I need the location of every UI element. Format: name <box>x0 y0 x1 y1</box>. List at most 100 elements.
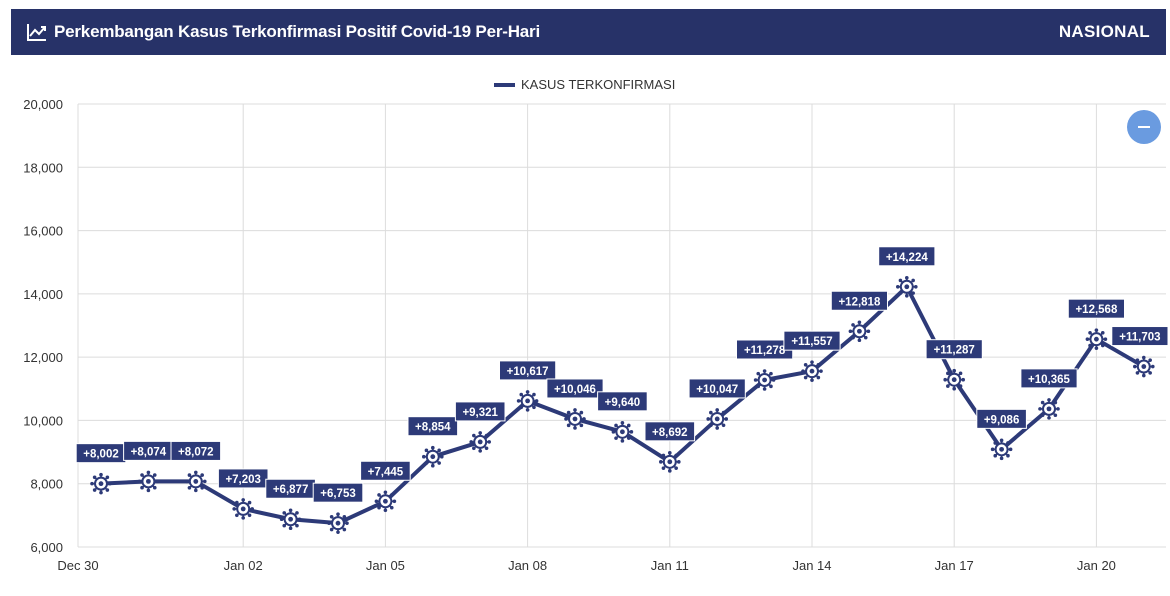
data-label: +12,568 <box>1067 298 1126 319</box>
y-tick-label: 10,000 <box>23 413 63 428</box>
x-tick-label: Jan 02 <box>224 558 263 573</box>
data-label: +11,278 <box>736 339 794 360</box>
virus-icon[interactable] <box>990 438 1013 461</box>
virus-icon[interactable] <box>422 445 444 468</box>
svg-text:+11,557: +11,557 <box>791 336 832 348</box>
svg-text:+9,321: +9,321 <box>462 407 498 419</box>
svg-text:+14,224: +14,224 <box>886 252 928 264</box>
y-axis: 6,000 8,000 10,000 12,000 14,000 16,000 18,000… <box>23 97 63 555</box>
data-label: +14,224 <box>878 246 936 267</box>
virus-icon[interactable] <box>611 421 634 443</box>
legend-label[interactable]: KASUS TERKONFIRMASI <box>521 77 675 92</box>
minus-icon <box>1138 126 1150 128</box>
svg-text:+8,854: +8,854 <box>415 422 451 434</box>
svg-text:+9,086: +9,086 <box>984 414 1020 426</box>
virus-icon[interactable] <box>137 470 160 493</box>
svg-text:+8,074: +8,074 <box>131 446 167 458</box>
y-tick-label: 12,000 <box>23 350 63 365</box>
svg-text:+6,877: +6,877 <box>273 484 309 496</box>
virus-icon[interactable] <box>232 498 254 520</box>
y-tick-label: 18,000 <box>23 160 63 175</box>
data-label: +6,753 <box>312 482 364 503</box>
svg-text:+8,002: +8,002 <box>83 449 119 461</box>
data-label: +8,692 <box>644 421 696 442</box>
zoom-out-button[interactable] <box>1127 110 1161 144</box>
data-label: +7,203 <box>217 468 269 489</box>
svg-text:+11,287: +11,287 <box>934 345 975 357</box>
chart-title: Perkembangan Kasus Terkonfirmasi Positif… <box>54 22 540 41</box>
x-axis: Dec 30 Jan 02 Jan 05 Jan 08 Jan 11 Jan 14 Jan … <box>57 558 1116 573</box>
chart-header: Perkembangan Kasus Terkonfirmasi Positif… <box>11 9 1166 55</box>
virus-icon[interactable] <box>564 408 586 430</box>
virus-icon[interactable] <box>374 490 397 513</box>
svg-text:+8,072: +8,072 <box>178 446 214 458</box>
virus-icon[interactable] <box>706 408 728 430</box>
data-label: +8,854 <box>407 416 459 437</box>
virus-icon[interactable] <box>896 275 918 298</box>
data-label: +11,287 <box>925 339 983 360</box>
data-label: +9,086 <box>976 408 1027 429</box>
x-tick-label: Dec 30 <box>57 558 98 573</box>
y-tick-label: 14,000 <box>23 287 63 302</box>
chart-area: 6,000 8,000 10,000 12,000 14,000 16,000 18,000… <box>0 60 1170 591</box>
virus-icon[interactable] <box>327 512 349 534</box>
y-tick-label: 8,000 <box>30 477 63 492</box>
region-label: NASIONAL <box>1058 22 1150 41</box>
legend[interactable]: KASUS TERKONFIRMASI <box>494 77 675 92</box>
virus-icon[interactable] <box>848 320 871 343</box>
svg-text:+9,640: +9,640 <box>605 397 641 409</box>
svg-text:+8,692: +8,692 <box>652 427 688 439</box>
svg-text:+10,617: +10,617 <box>507 366 549 378</box>
data-label: +10,046 <box>546 378 604 399</box>
svg-text:+11,703: +11,703 <box>1119 332 1160 344</box>
virus-icon[interactable] <box>659 451 681 473</box>
virus-icon[interactable] <box>185 470 207 493</box>
series-kasus-terkonfirmasi[interactable] <box>90 275 1155 534</box>
virus-icon[interactable] <box>469 431 491 453</box>
data-label: +11,557 <box>783 330 841 351</box>
data-label: +7,445 <box>360 460 411 481</box>
x-tick-label: Jan 05 <box>366 558 405 573</box>
line-chart-icon <box>27 24 46 41</box>
virus-icon[interactable] <box>516 390 539 412</box>
data-label: +8,072 <box>170 440 222 461</box>
y-tick-label: 16,000 <box>23 224 63 239</box>
svg-text:+7,203: +7,203 <box>225 474 261 486</box>
data-label: +12,818 <box>830 290 888 311</box>
data-label: +6,877 <box>265 478 316 499</box>
data-labels: +8,002 +8,074 +8,072 +7,203 +6,877 +6,753 +7,4… <box>75 246 1169 503</box>
line-chart: 6,000 8,000 10,000 12,000 14,000 16,000 18,000… <box>23 77 1169 573</box>
data-label: +8,002 <box>75 443 127 464</box>
x-tick-label: Jan 17 <box>935 558 974 573</box>
x-tick-label: Jan 20 <box>1077 558 1116 573</box>
virus-icon[interactable] <box>90 472 112 495</box>
y-tick-label: 20,000 <box>23 97 63 112</box>
virus-icon[interactable] <box>801 360 823 382</box>
svg-text:+11,278: +11,278 <box>744 345 786 357</box>
virus-icon[interactable] <box>1085 328 1108 350</box>
svg-text:+12,568: +12,568 <box>1075 304 1117 316</box>
y-tick-label: 6,000 <box>30 540 63 555</box>
data-label: +10,365 <box>1020 368 1078 389</box>
x-tick-label: Jan 11 <box>651 558 689 573</box>
svg-text:+7,445: +7,445 <box>368 466 404 478</box>
virus-icon[interactable] <box>943 368 965 391</box>
data-label: +8,074 <box>123 440 174 461</box>
svg-text:+6,753: +6,753 <box>320 488 356 500</box>
virus-icon[interactable] <box>279 508 302 531</box>
data-label: +11,703 <box>1111 326 1169 347</box>
grid-lines <box>77 103 1166 548</box>
data-label: +9,640 <box>597 391 648 412</box>
virus-icon[interactable] <box>753 369 776 391</box>
x-tick-label: Jan 14 <box>792 558 831 573</box>
data-label: +10,047 <box>688 378 746 399</box>
data-label: +10,617 <box>499 360 557 381</box>
svg-text:+10,365: +10,365 <box>1028 374 1070 386</box>
svg-text:+12,818: +12,818 <box>838 296 880 308</box>
virus-icon[interactable] <box>1133 355 1155 378</box>
x-tick-label: Jan 08 <box>508 558 547 573</box>
svg-text:+10,046: +10,046 <box>554 384 596 396</box>
virus-icon[interactable] <box>1038 398 1060 420</box>
data-label: +9,321 <box>454 401 506 422</box>
svg-text:+10,047: +10,047 <box>696 384 738 396</box>
